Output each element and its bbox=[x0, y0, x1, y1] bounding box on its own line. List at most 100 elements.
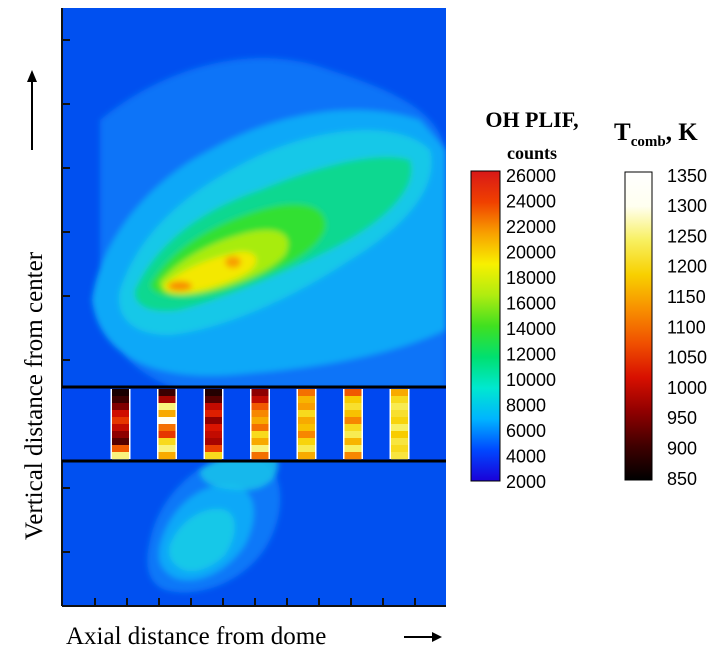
colorbar-tick-label: 1300 bbox=[667, 196, 707, 216]
x-axis-label: Axial distance from dome bbox=[66, 623, 326, 650]
temperature-cell bbox=[158, 438, 176, 446]
temperature-column-2 bbox=[157, 389, 177, 460]
temperature-cell bbox=[205, 403, 222, 411]
temperature-cell bbox=[298, 452, 315, 460]
temperature-cell bbox=[112, 431, 129, 439]
temperature-cell bbox=[251, 403, 269, 411]
oh-colorbar-gradient bbox=[470, 170, 501, 482]
temperature-cell bbox=[158, 410, 176, 418]
colorbar-tick-label: 1250 bbox=[667, 226, 707, 246]
temperature-columns bbox=[110, 389, 410, 460]
temperature-cell bbox=[298, 417, 315, 425]
temperature-cell bbox=[205, 417, 222, 425]
temperature-cell bbox=[205, 452, 222, 460]
oh-colorbar-ticks: 26000 24000 22000 20000 18000 16000 14000 12000… bbox=[506, 166, 556, 492]
oh-plif-field bbox=[62, 8, 446, 606]
temperature-cell bbox=[251, 431, 269, 439]
x-axis-ticks bbox=[94, 598, 416, 606]
temperature-cell bbox=[298, 445, 315, 453]
temperature-cell bbox=[251, 396, 269, 404]
temperature-cell bbox=[391, 417, 408, 425]
temperature-cell bbox=[391, 445, 408, 453]
temperature-column-3 bbox=[203, 389, 224, 460]
temperature-cell bbox=[391, 403, 408, 411]
temperature-cell bbox=[391, 438, 408, 446]
temperature-band bbox=[62, 385, 446, 463]
temperature-cell bbox=[205, 431, 222, 439]
temperature-cell bbox=[344, 417, 362, 425]
temperature-cell bbox=[251, 389, 269, 397]
colorbar-tick-label: 26000 bbox=[506, 166, 556, 186]
temp-colorbar-title: Tcomb, K bbox=[614, 119, 698, 150]
colorbar-tick-label: 1100 bbox=[667, 317, 706, 337]
colorbar-tick-label: 1050 bbox=[667, 348, 707, 368]
temperature-cell bbox=[112, 417, 129, 425]
temperature-cell bbox=[112, 396, 129, 404]
colorbar-tick-label: 2000 bbox=[506, 472, 546, 492]
colorbar-tick-label: 20000 bbox=[506, 242, 556, 262]
temperature-cell bbox=[205, 410, 222, 418]
temperature-cell bbox=[158, 424, 176, 432]
colorbar-tick-label: 900 bbox=[667, 439, 697, 459]
temperature-cell bbox=[344, 403, 362, 411]
temperature-cell bbox=[344, 389, 362, 397]
temperature-cell bbox=[158, 396, 176, 404]
colorbar-tick-label: 18000 bbox=[506, 268, 556, 288]
temperature-cell bbox=[251, 445, 269, 453]
colorbar-tick-label: 1200 bbox=[667, 257, 707, 277]
temp-colorbar-gradient bbox=[624, 171, 653, 481]
temperature-cell bbox=[205, 445, 222, 453]
temperature-column-1 bbox=[110, 389, 131, 460]
temperature-cell bbox=[158, 389, 176, 397]
temp-colorbar: Tcomb, K 1350 1300 1250 1200 1150 1100 1050 100… bbox=[614, 119, 707, 489]
colorbar-tick-label: 14000 bbox=[506, 319, 556, 339]
temperature-cell bbox=[391, 452, 408, 460]
temperature-cell bbox=[158, 403, 176, 411]
colorbar-tick-label: 22000 bbox=[506, 217, 556, 237]
temperature-cell bbox=[205, 424, 222, 432]
y-axis-arrow-icon bbox=[27, 70, 37, 150]
temperature-column-7 bbox=[389, 389, 410, 460]
colorbar-tick-label: 950 bbox=[667, 408, 697, 428]
y-axis-label: Vertical distance from center bbox=[21, 251, 48, 540]
temperature-cell bbox=[344, 431, 362, 439]
temperature-cell bbox=[298, 389, 315, 397]
temperature-cell bbox=[391, 424, 408, 432]
colorbar-tick-label: 1150 bbox=[667, 287, 706, 307]
oh-colorbar-subtitle: counts bbox=[507, 143, 557, 163]
temperature-cell bbox=[251, 452, 269, 460]
temperature-cell bbox=[298, 410, 315, 418]
colorbar-tick-label: 6000 bbox=[506, 421, 546, 441]
temperature-cell bbox=[251, 424, 269, 432]
temperature-cell bbox=[158, 452, 176, 460]
x-axis-arrow-icon bbox=[404, 632, 442, 642]
temperature-cell bbox=[112, 438, 129, 446]
temperature-cell bbox=[205, 396, 222, 404]
temperature-cell bbox=[158, 431, 176, 439]
temperature-column-6 bbox=[343, 389, 363, 460]
temperature-cell bbox=[344, 396, 362, 404]
temp-colorbar-ticks: 1350 1300 1250 1200 1150 1100 1050 1000 950 900 85… bbox=[667, 166, 707, 489]
temperature-cell bbox=[391, 431, 408, 439]
temperature-cell bbox=[298, 431, 315, 439]
colorbar-tick-label: 8000 bbox=[506, 395, 546, 415]
temperature-cell bbox=[112, 424, 129, 432]
colorbar-tick-label: 16000 bbox=[506, 293, 556, 313]
temperature-cell bbox=[251, 438, 269, 446]
temperature-cell bbox=[112, 445, 129, 453]
temperature-cell bbox=[112, 389, 129, 397]
colorbar-tick-label: 1350 bbox=[667, 166, 707, 186]
temperature-cell bbox=[112, 403, 129, 411]
temperature-cell bbox=[112, 452, 129, 460]
temperature-cell bbox=[391, 389, 408, 397]
temperature-cell bbox=[391, 396, 408, 404]
colorbar-tick-label: 24000 bbox=[506, 191, 556, 211]
temperature-cell bbox=[251, 410, 269, 418]
colorbar-tick-label: 850 bbox=[667, 469, 697, 489]
temperature-cell bbox=[298, 396, 315, 404]
temperature-cell bbox=[391, 410, 408, 418]
temperature-cell bbox=[344, 424, 362, 432]
temperature-cell bbox=[158, 445, 176, 453]
oh-colorbar: OH PLIF, counts 26000 24000 22000 20000 1800… bbox=[470, 107, 579, 492]
